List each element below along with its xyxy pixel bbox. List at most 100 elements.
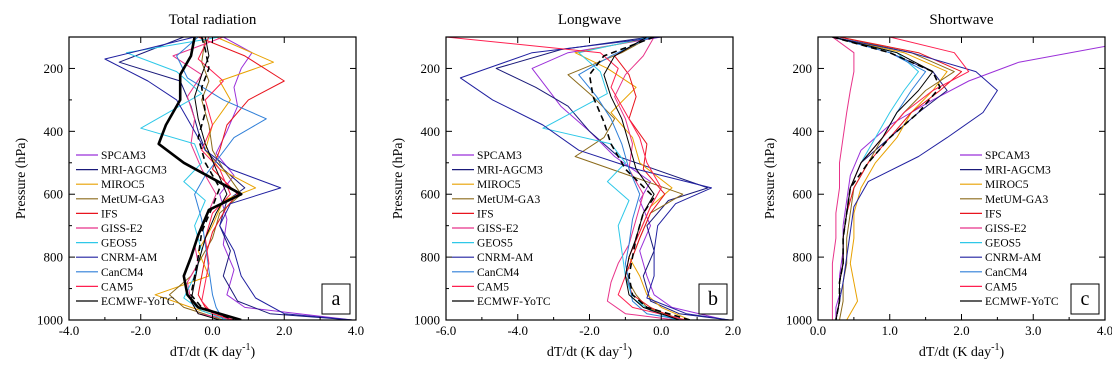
legend-label: MRI-AGCM3 xyxy=(101,165,167,177)
y-tick-label: 800 xyxy=(44,250,64,265)
series-line-ecmwf-yotc xyxy=(190,37,228,320)
x-tick-label: -2.0 xyxy=(130,323,151,338)
x-tick-label: 4.0 xyxy=(1097,323,1112,338)
series-line-ifs xyxy=(197,37,285,320)
panel-label-box xyxy=(321,283,351,315)
x-tick-label: -6.0 xyxy=(436,323,457,338)
x-axis-label-sup: -1 xyxy=(991,342,999,353)
x-axis-label: dT/dt (K day-1) xyxy=(919,342,1005,360)
panel-c: Shortwave 0.0 1.0 2.0 3.0 4.0 200 400 600 800 1000… xyxy=(763,12,1112,360)
series-line-cnrm-am xyxy=(459,37,730,320)
y-axis-label: Pressure (hPa) xyxy=(14,138,29,220)
legend-label: ECMWF-YoTC xyxy=(101,296,175,308)
y-tick-label: 600 xyxy=(793,187,813,202)
x-tick-label: 4.0 xyxy=(348,323,364,338)
x-axis-label-base: dT/dt (K day xyxy=(547,345,619,360)
series-line-miroc5 xyxy=(154,37,274,320)
series-line-spcam3 xyxy=(531,37,726,320)
legend-label: SPCAM3 xyxy=(101,150,146,162)
y-tick-label: 1000 xyxy=(786,313,812,328)
x-axis-label: dT/dt (K day-1) xyxy=(547,342,633,360)
legend-label: CanCM4 xyxy=(101,267,143,279)
x-axis-label-sup: -1 xyxy=(242,342,250,353)
series-line-cam5 xyxy=(446,37,687,320)
legend-label: MetUM-GA3 xyxy=(477,194,540,206)
x-tick-label: -2.0 xyxy=(579,323,600,338)
x-tick-label: 2.0 xyxy=(725,323,741,338)
x-tick-label: 0.0 xyxy=(653,323,669,338)
series-line-giss-e2 xyxy=(831,37,855,320)
plot-frame xyxy=(817,36,1106,321)
legend: SPCAM3 MRI-AGCM3 MIROC5 MetUM-GA3 IFS GISS-E2… xyxy=(960,150,1059,308)
series-line-ensemble-mean-dashed xyxy=(832,37,941,320)
legend-label: CanCM4 xyxy=(985,267,1027,279)
panel-a: Total radiation -4.0 -2.0 0.0 2.0 4.0 200 400 60… xyxy=(14,12,364,360)
y-tick-label: 400 xyxy=(44,124,64,139)
legend-label: MetUM-GA3 xyxy=(985,194,1048,206)
x-tick-label: 0.0 xyxy=(204,323,220,338)
x-axis-label-tail: ) xyxy=(251,345,256,360)
series-line-cancm4 xyxy=(832,37,927,320)
legend-label: GISS-E2 xyxy=(477,223,519,235)
series-group xyxy=(446,37,730,320)
legend-label: MIROC5 xyxy=(477,179,521,191)
legend-label: MIROC5 xyxy=(985,179,1029,191)
legend-label: MetUM-GA3 xyxy=(101,194,164,206)
legend-label: GEOS5 xyxy=(101,238,137,250)
series-line-metum-ga3 xyxy=(567,37,684,320)
series-line-cnrm-am xyxy=(104,37,353,320)
legend-label: CNRM-AM xyxy=(477,252,533,264)
series-line-ensemble-mean-dashed xyxy=(190,37,235,320)
x-tick-label: 3.0 xyxy=(1025,323,1041,338)
panel-title: Total radiation xyxy=(169,12,257,28)
y-axis-label: Pressure (hPa) xyxy=(763,138,778,220)
x-tick-label: 2.0 xyxy=(953,323,969,338)
y-tick-label: 600 xyxy=(421,187,441,202)
y-tick-label: 200 xyxy=(793,61,813,76)
legend-label: GISS-E2 xyxy=(985,223,1027,235)
panel-label-box xyxy=(1070,283,1100,315)
y-tick-label: 1000 xyxy=(414,313,440,328)
x-tick-label: -4.0 xyxy=(59,323,80,338)
y-tick-label: 800 xyxy=(793,250,813,265)
series-line-miroc5 xyxy=(574,37,691,320)
y-tick-label: 200 xyxy=(421,61,441,76)
panel-label-box xyxy=(698,283,728,315)
x-tick-label: 2.0 xyxy=(276,323,292,338)
legend-label: IFS xyxy=(477,208,494,220)
legend-label: CAM5 xyxy=(101,281,133,293)
series-line-cam5 xyxy=(197,37,235,320)
series-line-spcam3 xyxy=(835,45,1105,320)
x-tick-label: 0.0 xyxy=(810,323,826,338)
legend-label: IFS xyxy=(101,208,118,220)
legend-label: CAM5 xyxy=(477,281,509,293)
series-line-spcam3 xyxy=(215,37,353,320)
legend-label: SPCAM3 xyxy=(477,150,522,162)
series-line-ecmwf-yotc xyxy=(832,37,934,320)
legend-label: ECMWF-YoTC xyxy=(985,296,1059,308)
x-tick-label: 1.0 xyxy=(882,323,898,338)
legend-label: ECMWF-YoTC xyxy=(477,296,551,308)
series-line-ecmwf-yotc xyxy=(603,37,680,320)
series-group xyxy=(104,37,353,320)
x-axis-label-base: dT/dt (K day xyxy=(170,345,242,360)
series-line-giss-e2 xyxy=(172,37,235,320)
series-line-cam5 xyxy=(835,37,970,320)
series-group xyxy=(831,37,1105,320)
legend-label: GEOS5 xyxy=(985,238,1021,250)
legend-label: MIROC5 xyxy=(101,179,145,191)
legend: SPCAM3 MRI-AGCM3 MIROC5 MetUM-GA3 IFS GISS-E2… xyxy=(452,150,551,308)
y-axis-label: Pressure (hPa) xyxy=(391,138,406,220)
series-line-ensemble-mean-dashed xyxy=(588,37,691,320)
series-line-giss-e2 xyxy=(606,37,676,320)
legend-label: MRI-AGCM3 xyxy=(985,165,1051,177)
y-tick-label: 1000 xyxy=(37,313,63,328)
panel-label: a xyxy=(332,288,341,310)
x-axis-label-tail: ) xyxy=(628,345,633,360)
series-line-mri-agcm3 xyxy=(118,37,353,320)
series-line-miroc5 xyxy=(832,37,948,320)
series-line-bold-mean xyxy=(157,37,243,320)
legend-label: SPCAM3 xyxy=(985,150,1030,162)
panel-b: Longwave -6.0 -4.0 -2.0 0.0 2.0 200 400 600 800 10… xyxy=(391,12,741,360)
